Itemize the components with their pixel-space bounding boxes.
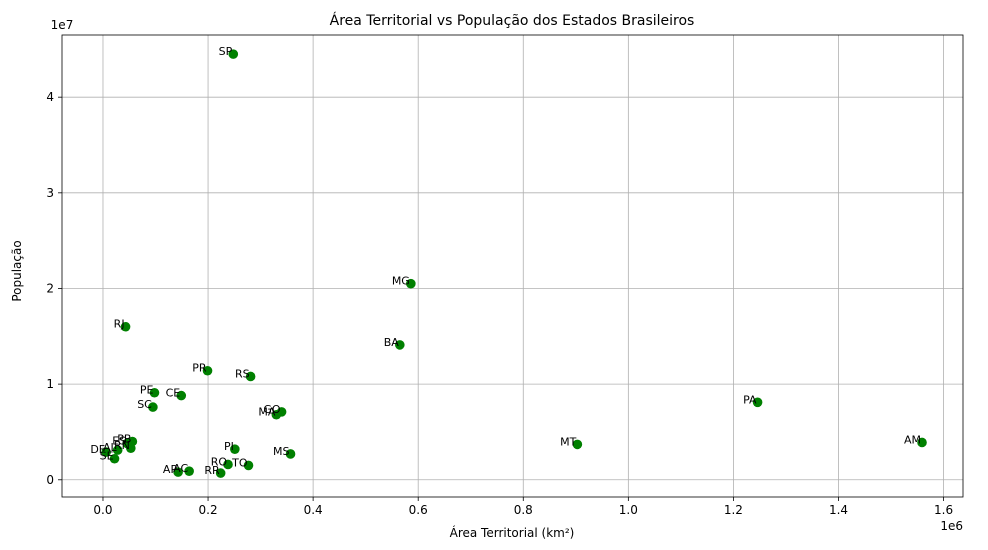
x-tick-label: 0.0: [93, 503, 112, 517]
x-tick-label: 0.6: [409, 503, 428, 517]
point-label-to: TO: [231, 456, 248, 469]
x-axis-ticks: 0.0 0.2 0.4 0.6 0.8 1.0 1.2 1.4 1.6: [93, 497, 953, 517]
y-tick-label: 3: [46, 186, 54, 200]
data-point-sp: [228, 49, 239, 59]
data-point-rr: [215, 468, 226, 478]
point-label-rr: RR: [204, 464, 220, 477]
x-axis-multiplier: 1e6: [940, 519, 963, 533]
point-label-pe: PE: [140, 384, 154, 397]
point-label-sp: SP: [219, 45, 233, 58]
x-tick-label: 0.8: [514, 503, 533, 517]
data-point-df: [101, 447, 111, 457]
point-label-go: GO: [263, 403, 281, 416]
data-point-sc: [148, 402, 158, 412]
point-label-am: AM: [904, 433, 921, 446]
data-point-pr: [202, 365, 213, 376]
data-point-ba: [395, 340, 405, 350]
grid-lines: [62, 35, 963, 497]
point-label-ro: RO: [211, 455, 228, 468]
x-tick-label: 0.2: [199, 503, 218, 517]
data-point-rn: [126, 443, 136, 454]
point-label-ap: AP: [163, 463, 178, 476]
point-label-ac: AC: [173, 462, 188, 475]
y-tick-label: 4: [46, 90, 54, 104]
data-point-pa: [752, 397, 763, 408]
point-label-se: SE: [100, 450, 114, 463]
data-point-rs: [245, 371, 256, 382]
data-point-mg: [406, 278, 416, 289]
point-label-ce: CE: [166, 387, 181, 400]
x-tick-label: 1.2: [724, 503, 743, 517]
point-label-df: DF: [90, 443, 105, 456]
point-label-mt: MT: [560, 435, 576, 448]
point-label-rs: RS: [235, 367, 250, 380]
point-label-pi: PI: [224, 440, 234, 453]
point-label-pb: PB: [117, 433, 131, 446]
y-axis-multiplier: 1e7: [51, 18, 74, 32]
data-point-ap: [173, 467, 183, 477]
point-label-es: ES: [112, 434, 126, 447]
point-label-rj: RJ: [114, 318, 125, 331]
x-tick-label: 1.4: [829, 503, 848, 517]
point-label-mg: MG: [392, 275, 410, 288]
x-tick-label: 1.6: [934, 503, 953, 517]
point-label-ma: MA: [258, 406, 275, 419]
data-point-to: [243, 460, 254, 471]
data-point-ce: [176, 390, 187, 401]
data-point-am: [917, 437, 927, 448]
point-label-ba: BA: [384, 336, 400, 349]
y-axis-label: População: [10, 240, 24, 301]
x-axis-label: Área Territorial (km²): [450, 525, 575, 540]
data-point-pi: [230, 444, 240, 454]
y-tick-label: 2: [46, 281, 54, 295]
y-tick-label: 0: [46, 473, 54, 487]
y-tick-label: 1: [46, 377, 54, 391]
point-label-pa: PA: [743, 393, 757, 406]
data-point-ac: [184, 466, 194, 476]
point-label-ms: MS: [273, 445, 289, 458]
data-point-mt: [572, 439, 583, 450]
point-label-sc: SC: [137, 398, 152, 411]
data-points: [101, 49, 927, 478]
data-point-ro: [223, 459, 233, 470]
point-label-al: AL: [103, 441, 118, 454]
data-point-al: [112, 445, 123, 455]
plot-frame: [61, 34, 964, 498]
data-point-ma: [271, 409, 282, 420]
x-tick-label: 0.4: [304, 503, 323, 517]
point-label-pr: PR: [192, 362, 207, 375]
data-point-rj: [120, 321, 131, 332]
x-tick-label: 1.0: [619, 503, 638, 517]
data-point-pe: [149, 387, 160, 398]
data-point-se: [109, 453, 120, 464]
point-label-rn: RN: [114, 439, 130, 452]
chart-title: Área Territorial vs População dos Estado…: [330, 12, 695, 29]
y-axis-ticks: 0 1 2 3 4: [46, 90, 62, 487]
data-point-ms: [285, 449, 296, 459]
